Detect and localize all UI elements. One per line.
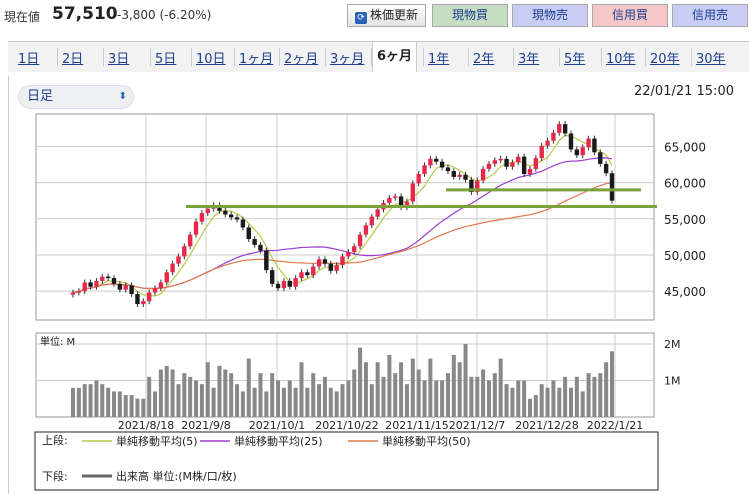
interval-select[interactable]: 日足 ⬍: [18, 85, 134, 109]
buy-margin-button[interactable]: 信用買: [592, 4, 668, 27]
tab-1[interactable]: 2日: [62, 52, 84, 67]
tab-separator: [691, 48, 692, 66]
sell-margin-button[interactable]: 信用売: [672, 4, 748, 27]
tab-separator: [601, 48, 602, 66]
refresh-button[interactable]: ⟳ 株価更新: [347, 4, 426, 27]
tab-12[interactable]: 5年: [564, 52, 586, 67]
chart-frame: [8, 76, 749, 494]
tab-separator: [468, 48, 469, 66]
tab-separator: [513, 48, 514, 66]
tab-2[interactable]: 3日: [108, 52, 130, 67]
refresh-label: 株価更新: [369, 8, 418, 22]
buy-spot-button[interactable]: 現物買: [432, 4, 508, 27]
chevron-updown-icon: ⬍: [118, 91, 127, 102]
tab-separator: [325, 48, 326, 66]
tab-15[interactable]: 30年: [696, 52, 726, 67]
tab-separator: [645, 48, 646, 66]
tab-14[interactable]: 20年: [650, 52, 680, 67]
tab-separator: [103, 48, 104, 66]
tab-9[interactable]: 1年: [428, 52, 450, 67]
tab-3[interactable]: 5日: [155, 52, 177, 67]
tab-7[interactable]: 3ヶ月: [330, 52, 365, 67]
tab-separator: [150, 48, 151, 66]
quote-bar: 現在値 57,510 -3,800 (-6.20%) ⟳ 株価更新 現物買 現物売…: [0, 0, 749, 32]
interval-value: 日足: [27, 89, 54, 104]
tab-5[interactable]: 1ヶ月: [239, 52, 274, 67]
current-price: 57,510: [52, 4, 118, 24]
price-change: -3,800 (-6.20%): [117, 8, 212, 22]
tab-separator: [371, 48, 372, 66]
tab-separator: [191, 48, 192, 66]
period-tabs: 1日 2日 3日 5日 10日 1ヶ月 2ヶ月 3ヶ月 6ヶ月 1年 2年 3年 5年 10年 20年 30年: [8, 41, 749, 72]
tab-separator: [423, 48, 424, 66]
tab-10[interactable]: 2年: [473, 52, 495, 67]
tab-11[interactable]: 3年: [518, 52, 540, 67]
chart-timestamp: 22/01/21 15:00: [634, 84, 734, 99]
tab-separator: [57, 48, 58, 66]
tab-6[interactable]: 2ヶ月: [284, 52, 319, 67]
tab-0[interactable]: 1日: [18, 52, 40, 67]
tab-13[interactable]: 10年: [606, 52, 636, 67]
price-label: 現在値: [4, 10, 41, 24]
tab-separator: [279, 48, 280, 66]
sell-spot-button[interactable]: 現物売: [512, 4, 588, 27]
tab-separator: [559, 48, 560, 66]
refresh-icon: ⟳: [354, 12, 367, 24]
tab-8[interactable]: 6ヶ月: [372, 42, 418, 72]
tab-separator: [234, 48, 235, 66]
tab-4[interactable]: 10日: [196, 52, 226, 67]
